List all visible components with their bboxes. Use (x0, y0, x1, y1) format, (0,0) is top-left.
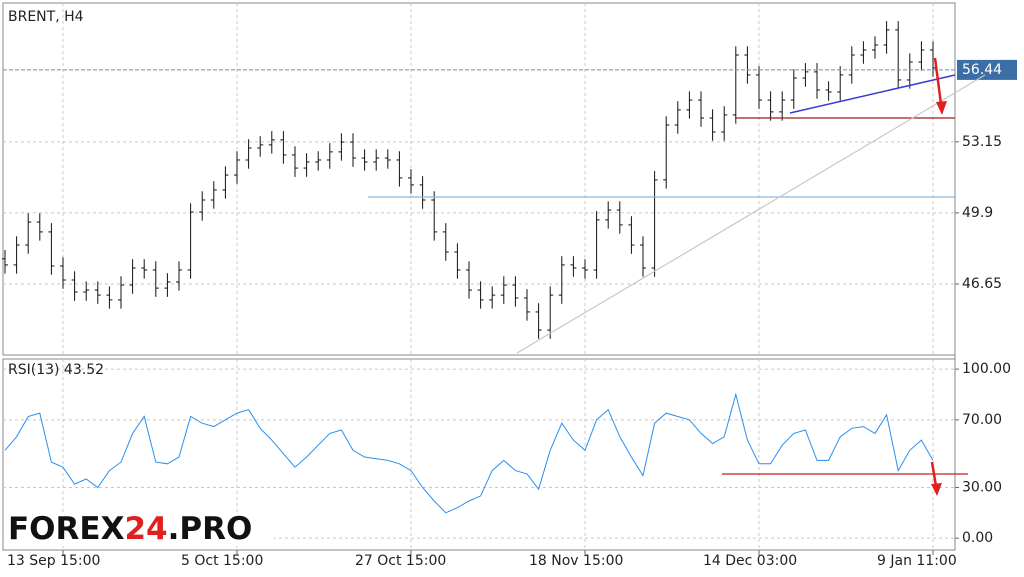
y-tick-label: 46.65 (962, 276, 1002, 292)
arrow (930, 461, 938, 487)
price-panel (2, 2, 956, 356)
trend-line (789, 74, 956, 114)
arrow-head (936, 101, 947, 115)
arrow (933, 57, 943, 105)
x-tick-label: 9 Jan 11:00 (877, 553, 957, 569)
rsi-line (4, 392, 934, 514)
y-tick-label: 70.00 (962, 412, 1002, 428)
x-tick-label: 18 Nov 15:00 (529, 553, 623, 569)
plot-layer: 13 Sep 15:00 5 Oct 15:00 27 Oct 15:00 18 No… (2, 3, 1017, 569)
last-price-label: 56.44 (962, 62, 1002, 78)
trend-line (516, 74, 986, 354)
logo-text: .PRO (168, 511, 253, 547)
logo-text: 24 (124, 511, 167, 547)
x-tick-label: 14 Dec 03:00 (703, 553, 797, 569)
logo-bg (4, 512, 274, 546)
rsi-title: RSI(13) 43.52 (8, 362, 104, 378)
y-tick-label: 49.9 (962, 205, 993, 221)
bars (2, 21, 936, 339)
logo: FOREX24.PRO (8, 511, 252, 547)
x-tick-label: 13 Sep 15:00 (7, 553, 100, 569)
x-tick-label: 27 Oct 15:00 (355, 553, 446, 569)
arrow-head (931, 483, 942, 496)
last-price-box (957, 59, 1017, 80)
y-tick-label: 0.00 (962, 530, 993, 546)
logo-text: FOREX (8, 511, 125, 547)
x-tick-label: 5 Oct 15:00 (181, 553, 263, 569)
y-tick-label: 100.00 (962, 361, 1011, 377)
chart-title: BRENT, H4 (8, 9, 84, 25)
y-tick-label: 53.15 (962, 134, 1002, 150)
y-tick-label: 30.00 (962, 479, 1002, 495)
